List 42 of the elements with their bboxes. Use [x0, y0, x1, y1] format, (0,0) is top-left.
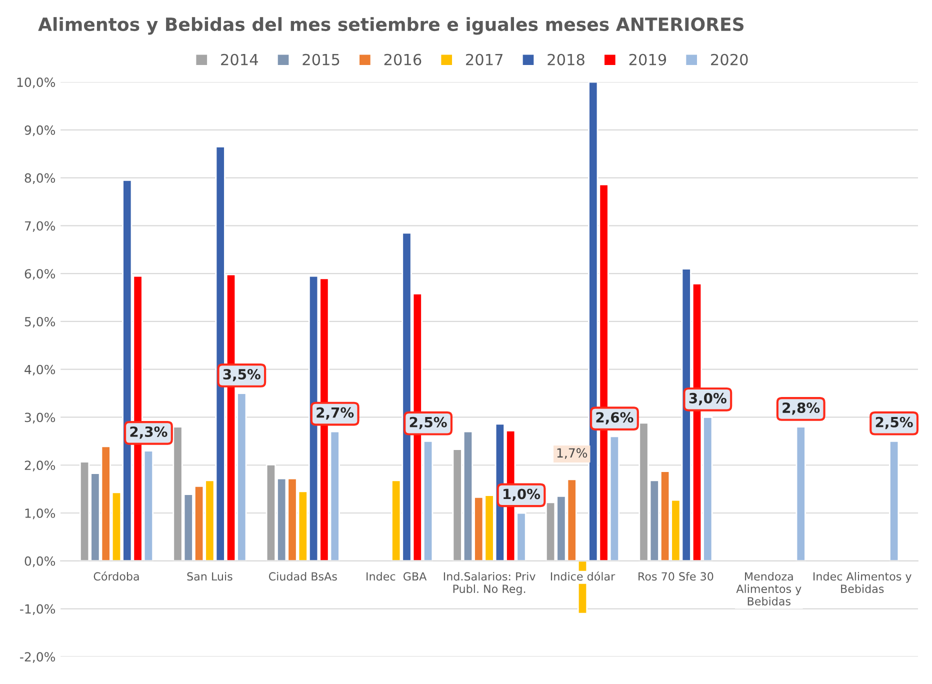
- legend-label: 2016: [384, 54, 422, 66]
- x-tick-label: Ind.Salarios: Priv Publ. No Reg.: [444, 572, 536, 596]
- legend-label: 2018: [548, 54, 584, 66]
- y-tick-label: 10,0%: [17, 78, 56, 88]
- legend-label: 2015: [302, 54, 340, 66]
- y-tick-label: 0,0%: [24, 556, 56, 568]
- legend-label: 2014: [221, 54, 258, 66]
- y-tick-label: 4,0%: [24, 364, 56, 376]
- y-tick-label: 5,0%: [24, 316, 56, 328]
- y-tick-label: -2,0%: [20, 652, 56, 663]
- bar: [888, 440, 900, 562]
- x-tick-label: Indice dólar: [550, 572, 616, 581]
- x-tick-label: Córdoba: [94, 572, 139, 581]
- legend-label: 2017: [466, 54, 503, 66]
- data-label: 2,5%: [410, 416, 447, 430]
- data-label: 3,0%: [689, 392, 726, 406]
- y-tick-label: 8,0%: [24, 173, 56, 184]
- data-label: 2,6%: [596, 412, 634, 424]
- bar: [796, 426, 806, 562]
- data-label: 1,7%: [557, 448, 588, 459]
- data-label: 1,0%: [504, 488, 540, 501]
- x-tick-label: Ciudad BsAs: [268, 572, 337, 581]
- data-label: 2,3%: [130, 426, 168, 439]
- data-label: 2,5%: [876, 416, 913, 430]
- data-label: 3,5%: [223, 368, 260, 382]
- x-tick-label: Mendoza Alimentos y Bebidas: [736, 572, 802, 606]
- y-tick-label: 1,0%: [25, 508, 56, 520]
- x-tick-label: Indec Alimentos y Bebidas: [814, 572, 912, 594]
- data-label: 2,7%: [316, 407, 354, 420]
- y-tick-label: 2,0%: [24, 460, 56, 472]
- legend-label: 2020: [711, 54, 748, 66]
- x-tick-label: San Luis: [187, 572, 232, 581]
- legend-label: 2019: [629, 54, 666, 66]
- y-tick-label: 7,0%: [24, 221, 56, 232]
- x-tick-label: Ros 70 Sfe 30: [638, 572, 714, 581]
- chart-title: Alimentos y Bebidas del mes setiembre e iguales meses ANTERIORES: [38, 17, 744, 35]
- data-label: 2,8%: [782, 402, 820, 415]
- x-tick-label: Indec GBA: [366, 572, 427, 581]
- y-tick-label: 3,0%: [24, 412, 56, 424]
- y-tick-label: 6,0%: [24, 269, 56, 280]
- y-tick-label: 9,0%: [24, 125, 56, 136]
- y-tick-label: -1,0%: [20, 604, 56, 615]
